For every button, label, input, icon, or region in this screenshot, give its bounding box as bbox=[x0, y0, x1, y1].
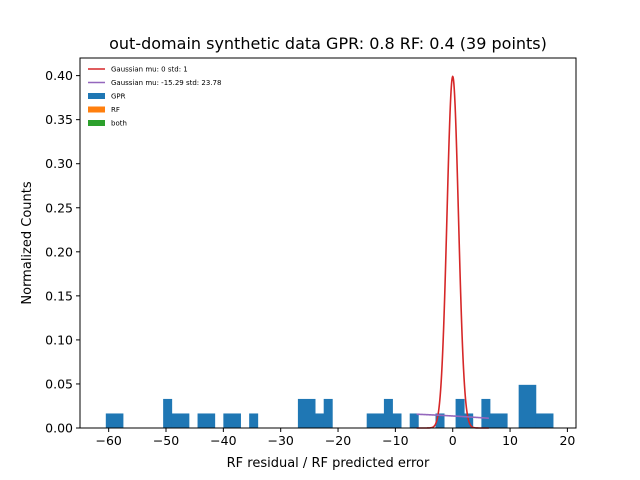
gaussian-curve-1 bbox=[416, 413, 489, 420]
x-tick-label: 10 bbox=[502, 433, 518, 448]
histogram-bar-14 bbox=[455, 398, 465, 428]
x-tick-label: −60 bbox=[95, 433, 121, 448]
histogram-bar-11 bbox=[392, 413, 402, 428]
legend-label-0: Gaussian mu: 0 std: 1 bbox=[111, 66, 188, 74]
histogram-bar-19 bbox=[535, 413, 554, 428]
legend-label-2: GPR bbox=[111, 93, 126, 101]
legend-label-4: both bbox=[111, 120, 127, 128]
x-tick-label: −50 bbox=[153, 433, 179, 448]
y-tick-label: 0.40 bbox=[45, 68, 73, 83]
x-axis: −60 −50 −40 −30 −20 −10 0 10 20 bbox=[95, 428, 575, 448]
legend-label-1: Gaussian mu: -15.29 std: 23.78 bbox=[111, 79, 221, 87]
y-axis-label: Normalized Counts bbox=[20, 181, 35, 304]
x-tick-label: −20 bbox=[325, 433, 351, 448]
histogram-bar-16 bbox=[481, 398, 491, 428]
x-tick-label: −40 bbox=[210, 433, 236, 448]
x-tick-label: −30 bbox=[267, 433, 293, 448]
histogram-bar-4 bbox=[223, 413, 241, 428]
histogram-bar-3 bbox=[197, 413, 216, 428]
histogram-bar-0 bbox=[105, 413, 124, 428]
histogram-bar-8 bbox=[323, 398, 333, 428]
x-tick-label: −10 bbox=[382, 433, 408, 448]
histogram-bar-18 bbox=[518, 384, 537, 428]
chart-title: out-domain synthetic data GPR: 0.8 RF: 0… bbox=[109, 34, 547, 53]
y-axis: 0.00 0.05 0.10 0.15 0.20 0.25 0.30 0.35 0.40 bbox=[45, 68, 80, 436]
histogram-bar-10 bbox=[383, 398, 393, 428]
histogram-bar-1 bbox=[163, 398, 173, 428]
histogram-bar-13 bbox=[435, 413, 445, 428]
histogram-bar-6 bbox=[297, 398, 316, 428]
histogram-bar-2 bbox=[171, 413, 190, 428]
y-tick-label: 0.35 bbox=[45, 112, 73, 127]
y-tick-label: 0.30 bbox=[45, 156, 73, 171]
y-tick-label: 0.25 bbox=[45, 200, 73, 215]
y-tick-label: 0.20 bbox=[45, 244, 73, 259]
y-tick-label: 0.05 bbox=[45, 376, 73, 391]
histogram-bar-9 bbox=[366, 413, 385, 428]
histogram-bar-12 bbox=[409, 413, 419, 428]
legend-swatch-3 bbox=[88, 106, 105, 113]
histogram-bars bbox=[105, 384, 554, 428]
y-tick-label: 0.00 bbox=[45, 421, 73, 436]
legend-swatch-4 bbox=[88, 120, 105, 126]
legend-swatch-2 bbox=[88, 93, 105, 99]
plot-frame bbox=[79, 57, 577, 429]
legend-label-3: RF bbox=[111, 106, 120, 114]
histogram-bar-5 bbox=[249, 413, 259, 428]
y-tick-label: 0.10 bbox=[45, 332, 73, 347]
x-axis-label: RF residual / RF predicted error bbox=[227, 456, 430, 471]
x-tick-label: 20 bbox=[559, 433, 575, 448]
legend: Gaussian mu: 0 std: 1 Gaussian mu: -15.29… bbox=[88, 66, 221, 128]
x-tick-label: 0 bbox=[449, 433, 457, 448]
y-tick-label: 0.15 bbox=[45, 288, 73, 303]
histogram-bar-17 bbox=[489, 413, 508, 428]
histogram-bar-7 bbox=[315, 413, 325, 428]
